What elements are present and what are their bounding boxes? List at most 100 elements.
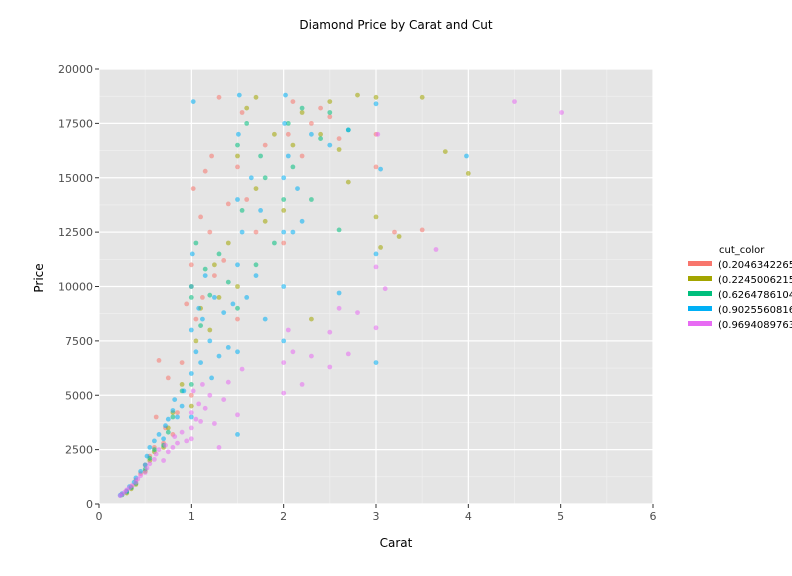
data-point (207, 338, 213, 344)
data-point (193, 316, 199, 322)
data-point (290, 99, 296, 104)
data-point (165, 429, 171, 435)
data-point (345, 351, 351, 357)
data-point (212, 273, 217, 278)
data-point (188, 371, 194, 376)
data-point (299, 153, 305, 159)
data-point (285, 131, 291, 137)
data-point (236, 92, 242, 98)
data-point (202, 405, 208, 411)
y-axis-label: Price (32, 263, 46, 292)
data-point (281, 229, 287, 235)
data-point (188, 403, 194, 409)
data-point (244, 295, 250, 300)
data-point (392, 229, 397, 235)
data-point (253, 229, 259, 235)
data-point (196, 305, 202, 311)
data-point (299, 105, 305, 111)
data-point (188, 295, 194, 300)
data-point (175, 414, 180, 420)
data-point (144, 453, 150, 459)
data-point (327, 99, 333, 104)
data-point (221, 397, 227, 402)
data-point (327, 329, 333, 335)
data-point (235, 349, 240, 355)
data-point (262, 142, 268, 148)
data-point (281, 360, 287, 365)
data-point (239, 208, 245, 213)
data-point (207, 229, 213, 235)
data-point (336, 305, 342, 311)
data-point (209, 153, 215, 159)
data-point (190, 186, 196, 192)
data-point (172, 397, 178, 402)
data-point (299, 218, 305, 224)
data-point (318, 105, 323, 111)
legend-swatch (688, 291, 712, 296)
data-point (419, 227, 425, 233)
data-point (216, 251, 222, 257)
data-point (253, 273, 259, 278)
legend-swatch (688, 306, 712, 311)
data-point (175, 410, 180, 415)
data-point (244, 121, 250, 126)
data-point (188, 392, 194, 398)
data-point (355, 310, 360, 315)
data-point (235, 316, 240, 322)
data-point (327, 110, 333, 115)
data-point (163, 423, 168, 429)
data-point (235, 262, 240, 268)
data-point (188, 414, 194, 420)
data-point (295, 186, 300, 192)
legend-swatch (688, 261, 712, 266)
data-point (144, 465, 150, 471)
data-point (285, 121, 291, 126)
x-axis-label: Carat (380, 536, 413, 550)
data-point (207, 392, 213, 398)
data-point (559, 110, 564, 115)
data-point (196, 401, 202, 407)
data-point (221, 258, 227, 263)
data-point (147, 461, 153, 467)
data-point (373, 360, 379, 365)
x-tick-label: 6 (650, 510, 657, 523)
data-point (230, 301, 236, 307)
data-point (198, 360, 204, 365)
data-point (373, 264, 379, 270)
data-point (179, 429, 185, 435)
data-point (170, 445, 176, 450)
data-point (165, 375, 171, 381)
legend-label: (0.2245006215 (718, 275, 792, 286)
data-point (239, 366, 245, 372)
data-point (225, 279, 231, 285)
data-point (373, 164, 379, 170)
data-point (373, 214, 379, 220)
data-point (200, 295, 205, 300)
data-point (165, 416, 171, 422)
data-point (464, 153, 469, 159)
data-point (336, 290, 342, 296)
data-point (309, 353, 314, 359)
data-point (198, 419, 204, 424)
x-tick-label: 3 (373, 510, 380, 523)
data-point (419, 94, 425, 100)
data-point (512, 99, 517, 104)
data-point (225, 345, 231, 350)
data-point (299, 382, 305, 387)
data-point (156, 358, 162, 363)
data-point (299, 110, 305, 115)
data-point (221, 310, 227, 315)
chart-title: Diamond Price by Carat and Cut (299, 18, 493, 32)
x-tick-label: 1 (188, 510, 195, 523)
data-point (239, 110, 245, 115)
data-point (170, 408, 176, 413)
data-point (212, 262, 217, 268)
data-point (188, 436, 194, 442)
data-point (235, 305, 240, 311)
data-point (309, 131, 314, 137)
data-point (235, 284, 240, 289)
data-point (235, 153, 240, 159)
data-point (216, 295, 222, 300)
data-point (244, 197, 250, 202)
